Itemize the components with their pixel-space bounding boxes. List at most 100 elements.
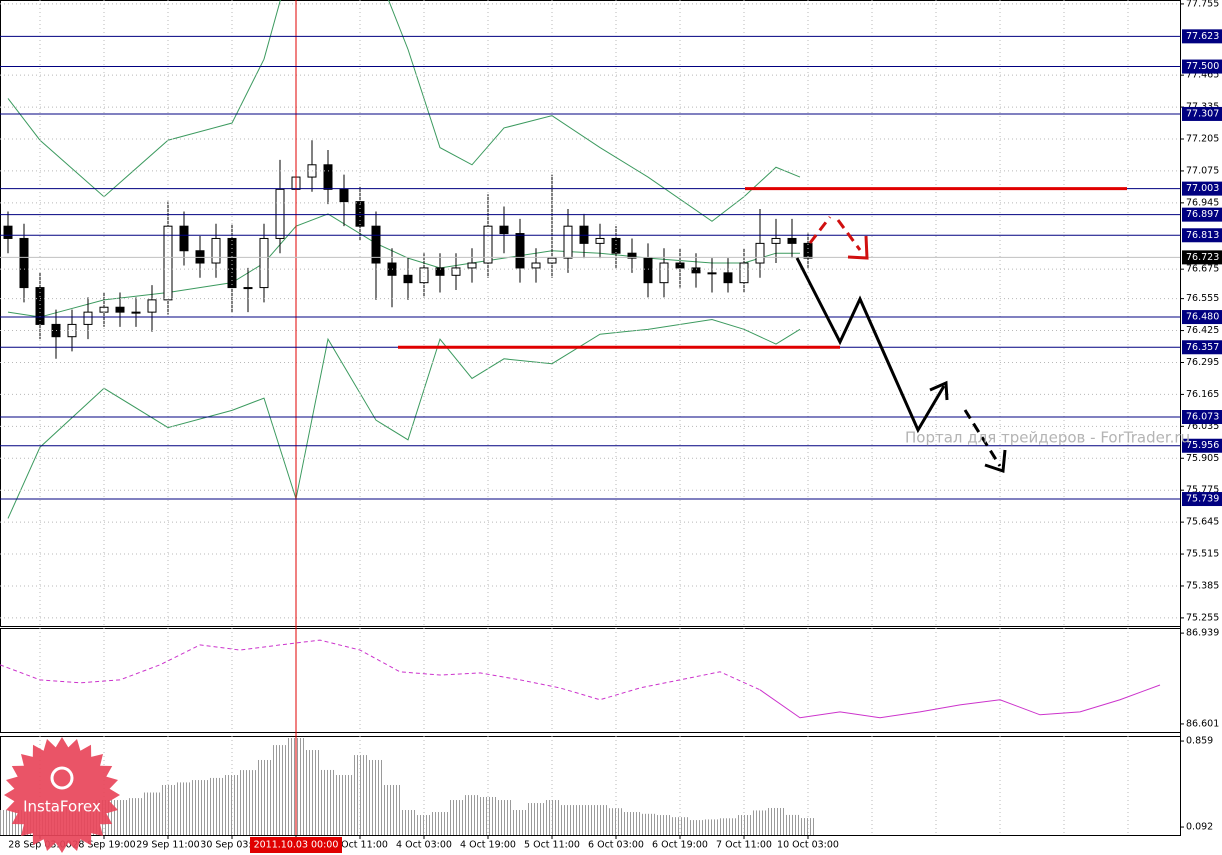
level-label-bg <box>1182 106 1222 121</box>
indicator-line <box>759 684 1161 719</box>
volume-bar <box>368 759 384 835</box>
crosshair-label-bg <box>250 837 342 853</box>
volume-bar <box>432 812 448 835</box>
candle-body <box>163 225 173 301</box>
level-label-bg <box>1182 310 1222 325</box>
candle-body <box>147 299 157 313</box>
volume-bar <box>480 796 496 835</box>
candle-body <box>419 267 429 284</box>
x-tick-label: 7 Oct 11:00 <box>716 840 772 851</box>
volume-bar <box>672 817 688 835</box>
arrow-head <box>847 235 869 260</box>
volume-bar <box>512 809 528 835</box>
candle-body <box>531 262 541 269</box>
volume-bar <box>608 808 624 835</box>
level-label-bg <box>1182 492 1222 507</box>
current-price-bg <box>1182 250 1222 265</box>
candle-body <box>131 311 141 314</box>
volume-bar <box>752 810 768 835</box>
volume-bar <box>576 805 592 835</box>
y-tick-label: 75.385 <box>1186 580 1219 591</box>
x-tick-label: 30 Sep 03:00 <box>200 840 263 851</box>
candle-body <box>707 272 717 275</box>
candle-body <box>451 267 461 276</box>
level-label: 76.073 <box>1186 412 1219 423</box>
x-tick-label: 6 Oct 19:00 <box>652 840 708 851</box>
arrow-head <box>984 449 1007 474</box>
volume-bar <box>112 800 128 835</box>
y-tick-label: 76.425 <box>1186 325 1219 336</box>
candle-body <box>243 287 253 290</box>
candle-body <box>259 237 269 289</box>
y-tick-label: 76.945 <box>1186 197 1219 208</box>
candle-body <box>659 262 669 284</box>
arrow-head <box>929 380 949 401</box>
y-tick-label: 76.555 <box>1186 293 1219 304</box>
crosshair-label: 2011.10.03 00:00 <box>254 840 339 851</box>
forecast-dashed <box>963 409 1002 467</box>
y-tick-label: 76.295 <box>1186 357 1219 368</box>
level-label: 76.897 <box>1186 209 1219 220</box>
candle-body <box>211 237 221 264</box>
candle-body <box>643 257 653 284</box>
level-label-bg <box>1182 438 1222 453</box>
level-label-bg <box>1182 410 1222 425</box>
volume-bar <box>320 769 336 835</box>
volume-bar <box>208 777 224 835</box>
candle-body <box>115 306 125 313</box>
y-tick-label: 75.255 <box>1186 612 1219 623</box>
volume-bar <box>560 805 576 835</box>
volume-bar <box>416 815 432 835</box>
volume-bar <box>640 813 656 835</box>
level-label-bg <box>1182 181 1222 196</box>
volume-bar <box>592 805 608 835</box>
volume-bar <box>0 809 16 835</box>
level-label: 76.357 <box>1186 342 1219 353</box>
x-tick-label: 28 Sep 19:00 <box>72 840 135 851</box>
volume-bar <box>800 818 816 835</box>
logo-badge <box>4 737 120 853</box>
x-tick-label: 4 Oct 03:00 <box>396 840 452 851</box>
candle-body <box>675 262 685 269</box>
volume-bar <box>736 815 752 835</box>
volume-bar <box>656 815 672 835</box>
y-tick-label: 76.675 <box>1186 264 1219 275</box>
forecast-alt <box>836 219 862 251</box>
y-tick-label: 0.859 <box>1186 736 1213 747</box>
current-price-label: 76.723 <box>1186 252 1219 263</box>
candle-body <box>355 201 365 227</box>
volume-bar <box>784 814 800 835</box>
logo: InstaForex <box>4 737 120 853</box>
candle-body <box>595 237 605 244</box>
x-tick-label: 5 Oct 11:00 <box>524 840 580 851</box>
y-tick-label: 77.755 <box>1186 0 1219 9</box>
volume-bar <box>224 775 240 835</box>
candle-body <box>339 188 349 203</box>
level-label: 75.956 <box>1186 440 1219 451</box>
x-tick-label: 3 Oct 11:00 <box>332 840 388 851</box>
y-tick-label: 86.939 <box>1186 628 1219 639</box>
y-tick-label: 76.165 <box>1186 389 1219 400</box>
volume-bar <box>544 800 560 835</box>
candle-body <box>611 237 621 254</box>
level-label: 77.623 <box>1186 31 1219 42</box>
y-tick-label: 75.775 <box>1186 485 1219 496</box>
band-lower <box>7 318 801 519</box>
x-tick-label: 4 Oct 19:00 <box>460 840 516 851</box>
candle-body <box>723 272 733 284</box>
volume-bar <box>528 803 544 835</box>
candle-body <box>515 233 525 269</box>
level-label-bg <box>1182 228 1222 243</box>
volume-bar <box>720 818 736 835</box>
candle-body <box>563 225 573 259</box>
logo-icon <box>50 766 74 790</box>
candle-body <box>771 237 781 244</box>
candle-body <box>99 306 109 313</box>
volume-bar <box>352 755 368 835</box>
volume-bar <box>144 792 160 835</box>
forecast <box>795 216 1007 474</box>
volume-bar <box>400 809 416 835</box>
